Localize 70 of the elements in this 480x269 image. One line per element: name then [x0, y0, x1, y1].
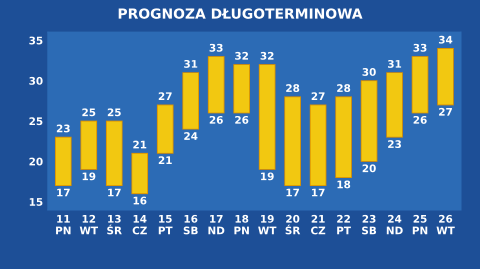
bar — [258, 64, 276, 170]
annotation: 31 — [388, 60, 402, 68]
annotation: 20 — [362, 164, 376, 172]
y-tick-label: 20 — [29, 158, 43, 166]
bar — [437, 48, 454, 106]
annotation: 28 — [337, 84, 350, 92]
annotation: 33 — [413, 44, 426, 52]
y-tick-label: 35 — [29, 36, 42, 44]
bar — [360, 80, 378, 162]
bar — [412, 56, 428, 114]
annotation: 23 — [388, 140, 401, 148]
x-tick-label: 14 CZ — [132, 215, 147, 234]
annotation: 17 — [108, 188, 121, 196]
annotation: 19 — [82, 172, 96, 180]
annotation: 32 — [260, 52, 274, 60]
annotation: 25 — [82, 108, 96, 116]
annotation: 33 — [210, 44, 223, 52]
annotation: 17 — [312, 188, 325, 196]
x-tick-label: 19 WT — [258, 214, 276, 234]
x-tick-label: 20 ŚR — [286, 214, 300, 234]
bar — [156, 104, 174, 154]
x-tick-label: 15 PT — [158, 215, 173, 234]
annotation: 21 — [133, 140, 146, 148]
x-tick-label: 22 PT — [337, 214, 351, 234]
bar — [310, 104, 326, 186]
x-tick-label: 12 WT — [80, 214, 98, 234]
chart-title: PROGNOZA DŁUGOTERMINOWA — [118, 8, 362, 19]
x-tick-label: 16 SB — [184, 214, 198, 234]
annotation: 27 — [312, 92, 325, 100]
bar — [106, 120, 123, 186]
x-tick-label: 26 WT — [436, 214, 455, 234]
annotation: 31 — [184, 60, 198, 68]
annotation: 30 — [362, 68, 376, 76]
annotation: 19 — [261, 172, 274, 180]
annotation: 17 — [286, 188, 300, 196]
x-tick-label: 23 SB — [362, 214, 376, 234]
x-tick-label: 21 CZ — [311, 214, 326, 234]
annotation: 26 — [414, 116, 427, 124]
annotation: 23 — [56, 124, 70, 132]
x-tick-label: 11 PN — [56, 215, 71, 234]
x-tick-label: 18 PN — [234, 214, 249, 234]
bar — [131, 152, 148, 194]
annotation: 18 — [338, 180, 350, 188]
bar — [386, 72, 403, 138]
y-tick-label: 15 — [30, 198, 42, 206]
bar — [284, 96, 301, 186]
x-tick-label: 25 PN — [412, 214, 428, 234]
annotation: 25 — [108, 108, 121, 116]
bar — [208, 56, 224, 114]
x-tick-label: 13 ŚR — [107, 214, 122, 234]
annotation: 34 — [438, 36, 452, 44]
annotation: 27 — [439, 108, 452, 116]
x-tick-label: 17 ND — [208, 215, 224, 234]
annotation: 26 — [210, 116, 223, 124]
bar — [54, 136, 72, 186]
annotation: 28 — [286, 84, 300, 92]
y-tick-label: 25 — [29, 117, 42, 126]
bar — [182, 72, 200, 130]
annotation: 32 — [235, 52, 248, 60]
bar — [335, 96, 352, 178]
bar — [80, 120, 98, 170]
annotation: 24 — [184, 132, 198, 140]
annotation: 16 — [134, 196, 146, 205]
annotation: 21 — [158, 156, 172, 164]
annotation: 17 — [57, 188, 70, 196]
y-tick-label: 30 — [29, 76, 43, 85]
bar — [233, 64, 250, 114]
annotation: 26 — [235, 116, 248, 124]
annotation: 27 — [158, 92, 172, 100]
x-tick-label: 24 ND — [386, 214, 403, 234]
